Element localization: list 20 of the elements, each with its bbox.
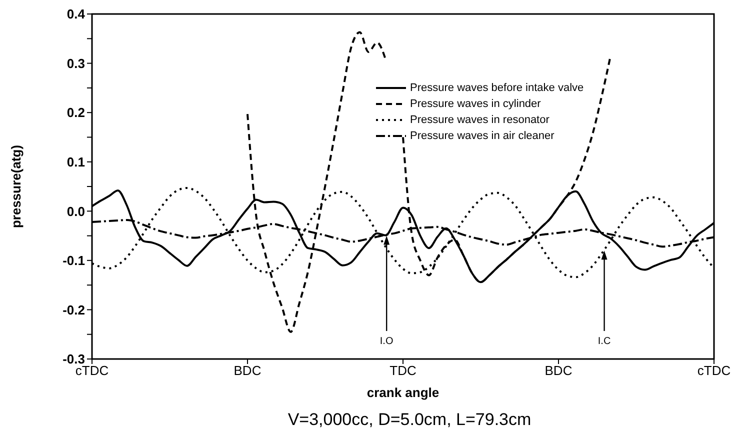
y-tick-label: -0.1 <box>62 253 85 268</box>
y-tick-label: 0.2 <box>66 105 85 120</box>
annotation: I.C <box>598 336 611 347</box>
y-axis-title: pressure(atg) <box>8 144 24 228</box>
y-tick-label: -0.2 <box>62 302 85 318</box>
x-tick-label: TDC <box>390 363 416 378</box>
text: V=3,000cc, D=5.0cm, L=79.3cm <box>286 410 532 430</box>
legend-label: Pressure waves in resonator <box>410 113 550 128</box>
legend-label: Pressure waves before intake valve <box>410 81 584 96</box>
x-tick-label: cTDC <box>697 363 731 378</box>
legend-label: Pressure waves in air cleaner <box>410 129 554 144</box>
x-tick-label: BDC <box>234 363 262 378</box>
annotation: I.O <box>380 336 394 347</box>
x-axis-title: crank angle <box>366 385 440 400</box>
y-tick-label: 0.0 <box>66 204 85 219</box>
y-tick-label: 0.4 <box>66 6 86 22</box>
x-tick-label: BDC <box>544 363 572 378</box>
y-tick-label: 0.1 <box>66 154 85 170</box>
y-tick-label: 0.3 <box>66 56 85 71</box>
legend-label: Pressure waves in cylinder <box>410 97 541 112</box>
